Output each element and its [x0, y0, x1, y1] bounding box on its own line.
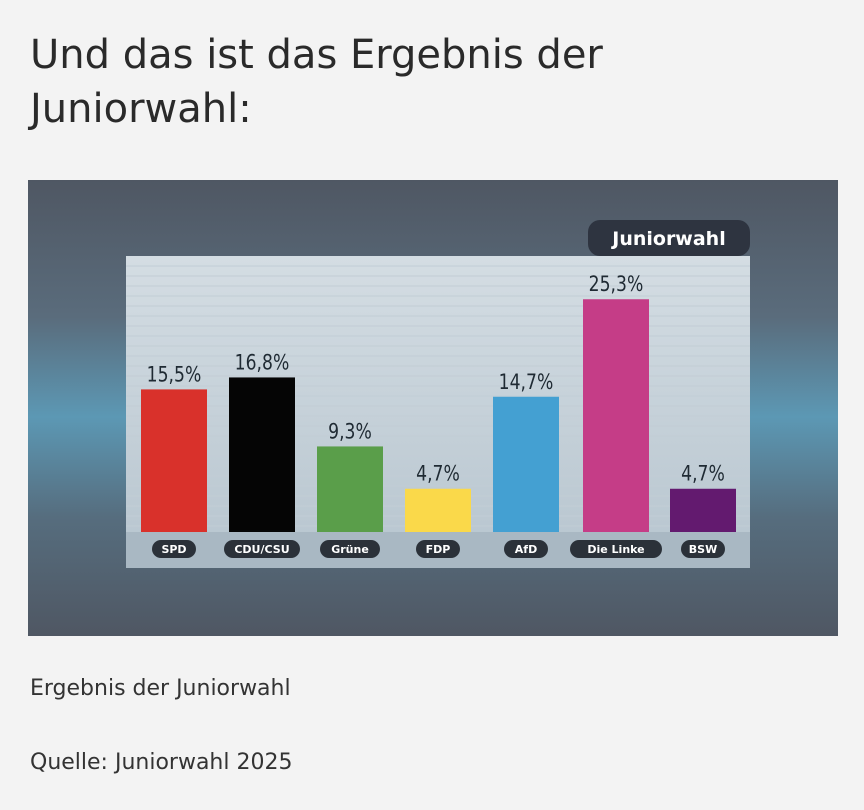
category-pill	[416, 540, 460, 558]
bar-fdp	[405, 488, 471, 532]
category-pill	[152, 540, 196, 558]
bar-chart: Juniorwahl 15,5% SPD 16,8% CDU/CSU 9,3% Grüne…	[126, 220, 750, 568]
chart-title: Juniorwahl	[610, 228, 725, 250]
category-label: SPD	[161, 543, 186, 556]
page-headline: Und das ist das Ergebnis der Juniorwahl:	[30, 32, 603, 132]
bar-gr-ne	[317, 446, 383, 532]
bar-spd	[141, 389, 207, 532]
value-label: 15,5%	[147, 362, 202, 387]
value-label: 16,8%	[235, 350, 290, 375]
category-label: AfD	[515, 543, 537, 556]
value-label: 4,7%	[681, 461, 725, 486]
bar-cdu-csu	[229, 377, 295, 532]
category-label: BSW	[689, 543, 717, 556]
title-badge-background	[588, 220, 750, 256]
category-label: Grüne	[331, 543, 369, 556]
chart-title-badge: Juniorwahl	[588, 220, 750, 256]
category-label: Die Linke	[587, 543, 644, 556]
bar-bsw	[670, 488, 736, 532]
category-label: FDP	[426, 543, 451, 556]
chart-figure: Juniorwahl 15,5% SPD 16,8% CDU/CSU 9,3% Grüne…	[28, 180, 838, 636]
figure-caption: Ergebnis der Juniorwahl	[30, 676, 291, 701]
value-label: 4,7%	[416, 461, 460, 486]
figure-source: Quelle: Juniorwahl 2025	[30, 750, 293, 775]
category-pill	[681, 540, 725, 558]
value-label: 14,7%	[499, 369, 554, 394]
category-label: CDU/CSU	[234, 543, 289, 556]
category-pill	[504, 540, 548, 558]
value-label: 25,3%	[589, 272, 644, 297]
bar-afd	[493, 396, 559, 532]
category-pill	[320, 540, 380, 558]
bar-die-linke	[583, 299, 649, 532]
category-pill	[570, 540, 662, 558]
category-pill	[224, 540, 300, 558]
value-label: 9,3%	[328, 419, 372, 444]
